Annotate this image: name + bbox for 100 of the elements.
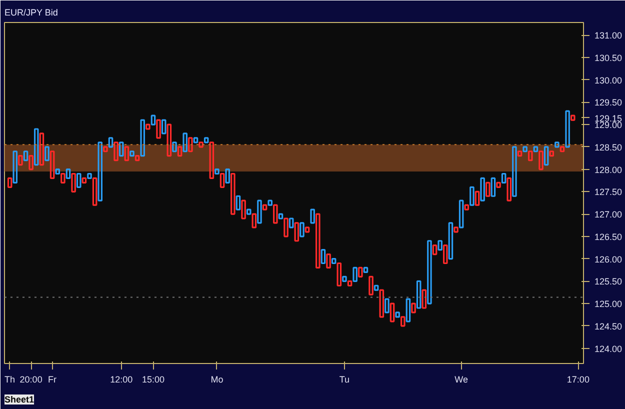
bar <box>448 222 454 260</box>
x-tick-label: 20:00 <box>20 374 42 384</box>
bar <box>103 146 108 152</box>
y-tick-label: 129.50 <box>594 98 622 108</box>
y-tick-label: 127.50 <box>594 187 622 198</box>
y-tick-label: 131.00 <box>594 30 622 41</box>
bar <box>517 150 522 157</box>
bar <box>454 226 458 233</box>
bar <box>442 244 448 264</box>
bar <box>108 137 114 148</box>
bar <box>188 137 193 152</box>
bar <box>438 240 442 251</box>
bar <box>262 204 268 210</box>
bar <box>294 222 300 242</box>
y-tick-label: 128.00 <box>594 164 622 175</box>
bar <box>34 128 39 166</box>
x-tick-label: Th <box>4 374 16 384</box>
bar <box>522 146 528 152</box>
bar <box>87 172 92 180</box>
bar <box>320 249 326 264</box>
bar <box>12 150 18 184</box>
bar <box>422 289 427 309</box>
bar <box>560 146 565 152</box>
y-tick-label: 127.00 <box>594 210 622 220</box>
bar <box>310 208 315 224</box>
bar <box>358 266 363 278</box>
bar <box>166 124 172 157</box>
x-tick-label: 15:00 <box>142 374 165 384</box>
bar <box>44 146 50 162</box>
bar <box>544 146 549 166</box>
bar <box>252 213 257 228</box>
bar <box>512 146 517 197</box>
bar <box>273 204 278 224</box>
bar <box>506 177 512 202</box>
bar <box>379 289 384 318</box>
x-tick-label: We <box>454 374 468 384</box>
bar <box>336 262 342 286</box>
bar <box>400 316 406 327</box>
text: Sheet1 <box>4 394 34 404</box>
x-tick-label: 12:00 <box>110 374 133 384</box>
bar <box>406 298 411 322</box>
bar <box>66 168 71 180</box>
bar <box>204 137 209 144</box>
bar <box>480 177 485 202</box>
bar <box>114 142 118 162</box>
bar <box>28 155 34 170</box>
bar <box>470 186 474 206</box>
bar <box>98 142 103 202</box>
bar <box>193 137 198 144</box>
bar <box>124 146 130 162</box>
bar <box>257 200 262 224</box>
bar <box>363 266 368 274</box>
bar <box>538 150 544 170</box>
bar <box>214 168 220 175</box>
y-tick-label: 124.00 <box>594 344 622 354</box>
bar <box>161 119 166 134</box>
bar <box>458 200 464 228</box>
bar <box>172 142 177 152</box>
bar <box>496 182 501 188</box>
x-tick-label: Fr <box>48 374 57 384</box>
bar <box>533 146 538 152</box>
bar <box>390 302 395 322</box>
bar <box>368 276 374 296</box>
bar <box>220 172 225 188</box>
bar <box>501 172 506 184</box>
bar <box>18 155 23 166</box>
bar <box>23 150 28 162</box>
bar <box>177 146 182 157</box>
bar <box>352 266 358 282</box>
bar <box>82 177 87 184</box>
bar <box>384 298 390 314</box>
bar <box>554 142 560 148</box>
bar <box>60 172 66 184</box>
bar <box>326 254 331 269</box>
bar <box>268 200 272 206</box>
bar <box>288 218 294 228</box>
y-tick-label: 125.50 <box>594 276 622 287</box>
bar <box>7 177 12 188</box>
bar <box>411 302 416 314</box>
bar <box>316 213 320 269</box>
bar <box>300 222 304 238</box>
bar <box>570 114 576 121</box>
bar <box>150 114 156 126</box>
bar <box>118 142 124 157</box>
y-tick-label: 125.00 <box>594 299 622 310</box>
bar <box>284 218 288 238</box>
bar <box>278 213 284 220</box>
y-tick-label: 124.50 <box>594 321 622 332</box>
bar <box>92 177 98 206</box>
bar <box>130 150 134 157</box>
bar <box>464 204 470 210</box>
bar <box>490 177 496 197</box>
bar <box>198 142 204 148</box>
bar <box>565 110 570 148</box>
bar <box>427 240 432 304</box>
bar <box>347 280 352 286</box>
x-tick-label: Tu <box>339 374 350 384</box>
bar <box>182 132 188 152</box>
bar <box>432 244 438 256</box>
bar <box>39 132 44 166</box>
